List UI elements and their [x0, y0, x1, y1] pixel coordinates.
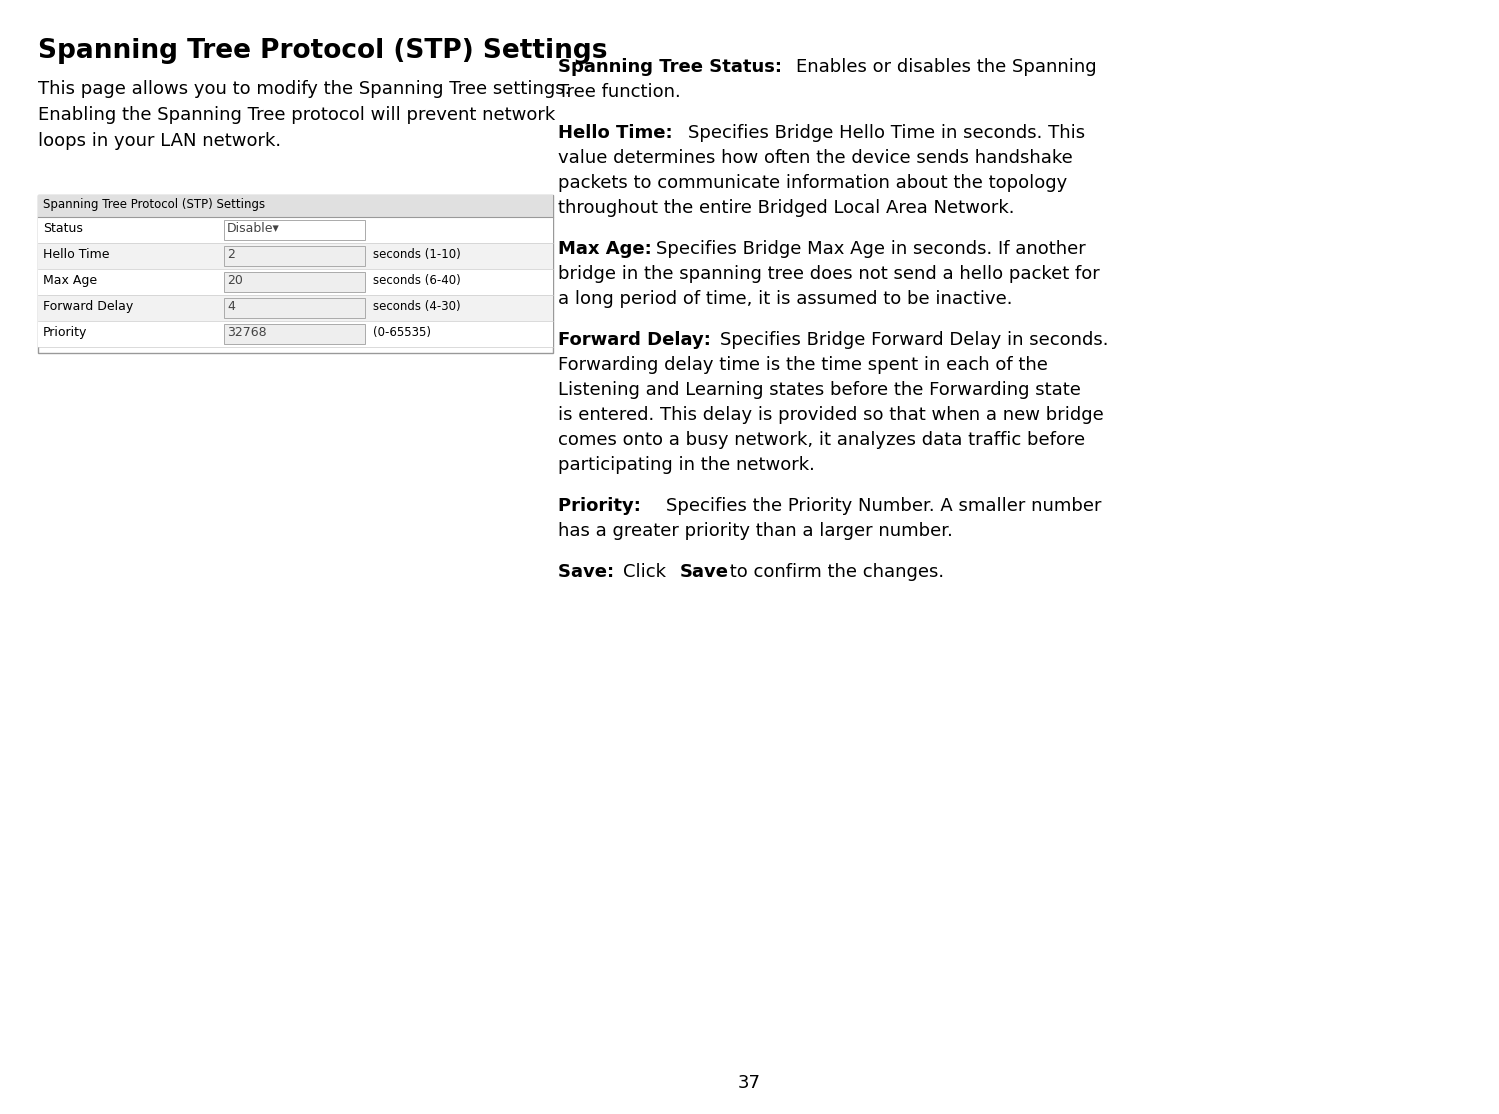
Text: bridge in the spanning tree does not send a hello packet for: bridge in the spanning tree does not sen… — [558, 265, 1100, 283]
Text: Tree function.: Tree function. — [558, 84, 681, 101]
Bar — [223, 246, 364, 266]
Text: Spanning Tree Protocol (STP) Settings: Spanning Tree Protocol (STP) Settings — [43, 198, 265, 211]
Text: 32768: 32768 — [226, 326, 267, 339]
Text: value determines how often the device sends handshake: value determines how often the device se… — [558, 149, 1073, 167]
Bar — [223, 219, 364, 240]
Text: Max Age:: Max Age: — [558, 240, 658, 258]
Text: Enables or disables the Spanning: Enables or disables the Spanning — [796, 58, 1097, 76]
Text: to confirm the changes.: to confirm the changes. — [724, 563, 944, 582]
Text: This page allows you to modify the Spanning Tree settings.: This page allows you to modify the Spann… — [37, 80, 571, 98]
Text: Hello Time:: Hello Time: — [558, 124, 679, 141]
Text: 37: 37 — [738, 1074, 761, 1092]
Text: Forwarding delay time is the time spent in each of the: Forwarding delay time is the time spent … — [558, 356, 1048, 374]
Text: (0-65535): (0-65535) — [373, 326, 432, 339]
Text: Disable▾: Disable▾ — [226, 222, 280, 235]
Text: Save: Save — [679, 563, 729, 582]
Text: Specifies Bridge Hello Time in seconds. This: Specifies Bridge Hello Time in seconds. … — [688, 124, 1085, 141]
Text: 20: 20 — [226, 274, 243, 287]
Text: Hello Time: Hello Time — [43, 248, 109, 261]
Text: comes onto a busy network, it analyzes data traffic before: comes onto a busy network, it analyzes d… — [558, 431, 1085, 449]
Text: Forward Delay: Forward Delay — [43, 300, 133, 313]
Text: Priority:: Priority: — [558, 497, 648, 515]
Bar — [223, 272, 364, 292]
Text: loops in your LAN network.: loops in your LAN network. — [37, 131, 282, 150]
Text: Enabling the Spanning Tree protocol will prevent network: Enabling the Spanning Tree protocol will… — [37, 106, 555, 124]
Text: Specifies Bridge Max Age in seconds. If another: Specifies Bridge Max Age in seconds. If … — [655, 240, 1085, 258]
Text: a long period of time, it is assumed to be inactive.: a long period of time, it is assumed to … — [558, 290, 1012, 307]
Text: participating in the network.: participating in the network. — [558, 456, 815, 473]
Text: seconds (6-40): seconds (6-40) — [373, 274, 460, 287]
Bar — [37, 217, 553, 243]
Text: has a greater priority than a larger number.: has a greater priority than a larger num… — [558, 522, 953, 540]
Bar — [37, 321, 553, 346]
Text: is entered. This delay is provided so that when a new bridge: is entered. This delay is provided so th… — [558, 405, 1103, 424]
Bar — [37, 268, 553, 295]
Bar — [223, 299, 364, 317]
Text: seconds (1-10): seconds (1-10) — [373, 248, 460, 261]
Text: packets to communicate information about the topology: packets to communicate information about… — [558, 174, 1067, 192]
Text: seconds (4-30): seconds (4-30) — [373, 300, 460, 313]
Bar — [223, 324, 364, 344]
Text: Forward Delay:: Forward Delay: — [558, 331, 717, 349]
Bar — [37, 295, 553, 321]
Bar — [37, 243, 553, 268]
Text: Save:: Save: — [558, 563, 621, 582]
Text: Spanning Tree Protocol (STP) Settings: Spanning Tree Protocol (STP) Settings — [37, 38, 607, 63]
Bar — [37, 195, 553, 353]
Text: Listening and Learning states before the Forwarding state: Listening and Learning states before the… — [558, 381, 1081, 399]
Text: Priority: Priority — [43, 326, 87, 339]
Text: Specifies the Priority Number. A smaller number: Specifies the Priority Number. A smaller… — [667, 497, 1102, 515]
Text: 4: 4 — [226, 300, 235, 313]
Text: throughout the entire Bridged Local Area Network.: throughout the entire Bridged Local Area… — [558, 199, 1015, 217]
Text: Click: Click — [624, 563, 672, 582]
Text: Status: Status — [43, 222, 82, 235]
Text: Max Age: Max Age — [43, 274, 97, 287]
Text: Specifies Bridge Forward Delay in seconds.: Specifies Bridge Forward Delay in second… — [721, 331, 1109, 349]
Bar — [37, 195, 553, 217]
Text: Spanning Tree Status:: Spanning Tree Status: — [558, 58, 788, 76]
Text: 2: 2 — [226, 248, 235, 261]
